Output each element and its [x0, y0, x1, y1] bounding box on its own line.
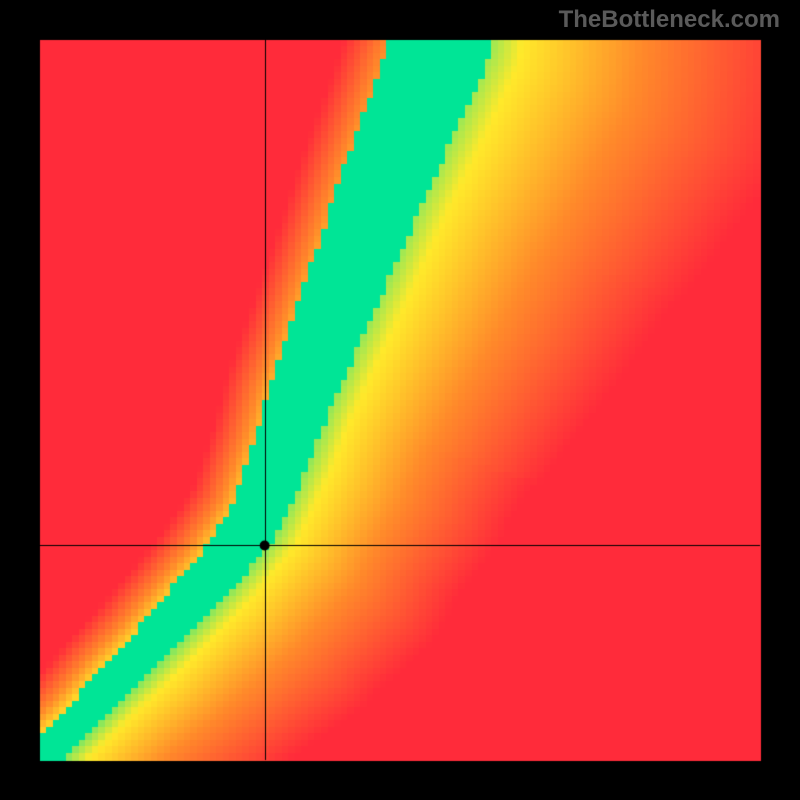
- bottleneck-heatmap: [0, 0, 800, 800]
- chart-container: TheBottleneck.com: [0, 0, 800, 800]
- watermark-text: TheBottleneck.com: [559, 6, 780, 34]
